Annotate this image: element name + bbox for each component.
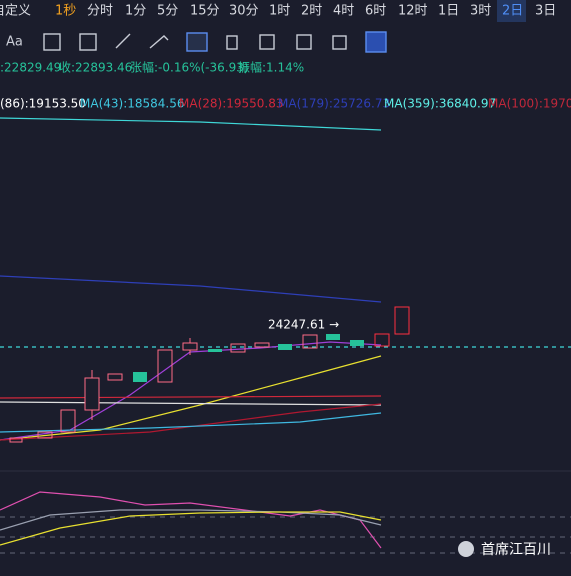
tool-icons: Aa — [6, 31, 387, 53]
ma-line — [0, 117, 382, 131]
timeframe-tab[interactable]: 5分 — [157, 4, 178, 19]
candle — [182, 342, 198, 351]
timeframe-tab[interactable]: 1分 — [125, 4, 146, 19]
icon[interactable] — [149, 35, 169, 49]
icon[interactable] — [186, 32, 208, 52]
indicator-lines — [0, 491, 571, 554]
timeframe-tab[interactable]: 4时 — [333, 4, 354, 19]
candle — [37, 431, 53, 439]
timeframe-tab[interactable]: 3日 — [535, 4, 556, 19]
candle — [107, 373, 123, 381]
timeframe-tab[interactable]: 6时 — [365, 4, 386, 19]
ma-line — [0, 355, 382, 441]
ma-label: MA(43):18584.56 — [80, 97, 185, 111]
icon[interactable] — [296, 34, 312, 50]
indicator-line — [0, 511, 382, 546]
timeframe-tab[interactable]: 自定义 — [0, 4, 31, 19]
info-amplitude: 振幅:1.14% — [238, 60, 304, 75]
icon[interactable] — [365, 31, 387, 53]
candle — [133, 372, 147, 382]
ma-line — [0, 395, 382, 399]
indicator-line — [0, 509, 382, 531]
ma-line — [0, 403, 382, 441]
candles — [9, 306, 410, 443]
timeframe-tab[interactable]: 2时 — [301, 4, 322, 19]
candle — [157, 349, 173, 383]
ma-label: MA(179):25726.73 — [278, 97, 390, 111]
timeframe-tab[interactable]: 1时 — [269, 4, 290, 19]
candle — [84, 377, 100, 411]
candle — [394, 306, 410, 335]
candle — [302, 334, 318, 349]
candle — [230, 343, 246, 353]
active-tab — [497, 0, 526, 22]
ma-label: (86):19153.50 — [0, 97, 86, 111]
price-label: 24247.61 → — [268, 318, 339, 332]
timeframe-tab[interactable]: 1秒 — [55, 4, 76, 19]
icon[interactable] — [79, 33, 97, 51]
ma-label: MA(100):19708 — [488, 97, 571, 111]
timeframe-tab[interactable]: 12时 — [398, 4, 428, 19]
icon[interactable] — [115, 33, 131, 49]
timeframe-tab[interactable]: 分时 — [87, 4, 113, 19]
ma-line — [0, 401, 382, 406]
ma-label: MA(359):36840.97 — [384, 97, 496, 111]
candle — [60, 409, 76, 433]
font-tool[interactable]: Aa — [6, 35, 23, 50]
candle — [254, 342, 270, 348]
candle — [9, 437, 23, 443]
info-close: 收:22893.46 — [59, 61, 132, 75]
watermark-icon — [458, 541, 474, 557]
ma-line — [0, 275, 382, 303]
candle — [208, 349, 222, 352]
icon[interactable] — [259, 34, 275, 50]
timeframe-tab[interactable]: 1日 — [438, 4, 459, 19]
candle — [278, 344, 292, 350]
timeframe-tab[interactable]: 30分 — [229, 4, 259, 19]
candle — [326, 334, 340, 340]
watermark: 首席江百川 — [481, 542, 551, 558]
candle — [374, 333, 390, 347]
ma-label: MA(28):19550.83 — [179, 97, 284, 111]
info-open: :22829.49 — [0, 61, 61, 75]
timeframe-tab[interactable]: 2日 — [502, 4, 523, 19]
timeframe-tab[interactable]: 3时 — [470, 4, 491, 19]
candle — [350, 340, 364, 346]
icon[interactable] — [332, 35, 347, 50]
info-change: 张幅:-0.16%(-36.93) — [130, 60, 249, 75]
icon[interactable] — [43, 33, 61, 51]
timeframe-tab[interactable]: 15分 — [190, 4, 220, 19]
icon[interactable] — [226, 35, 238, 50]
